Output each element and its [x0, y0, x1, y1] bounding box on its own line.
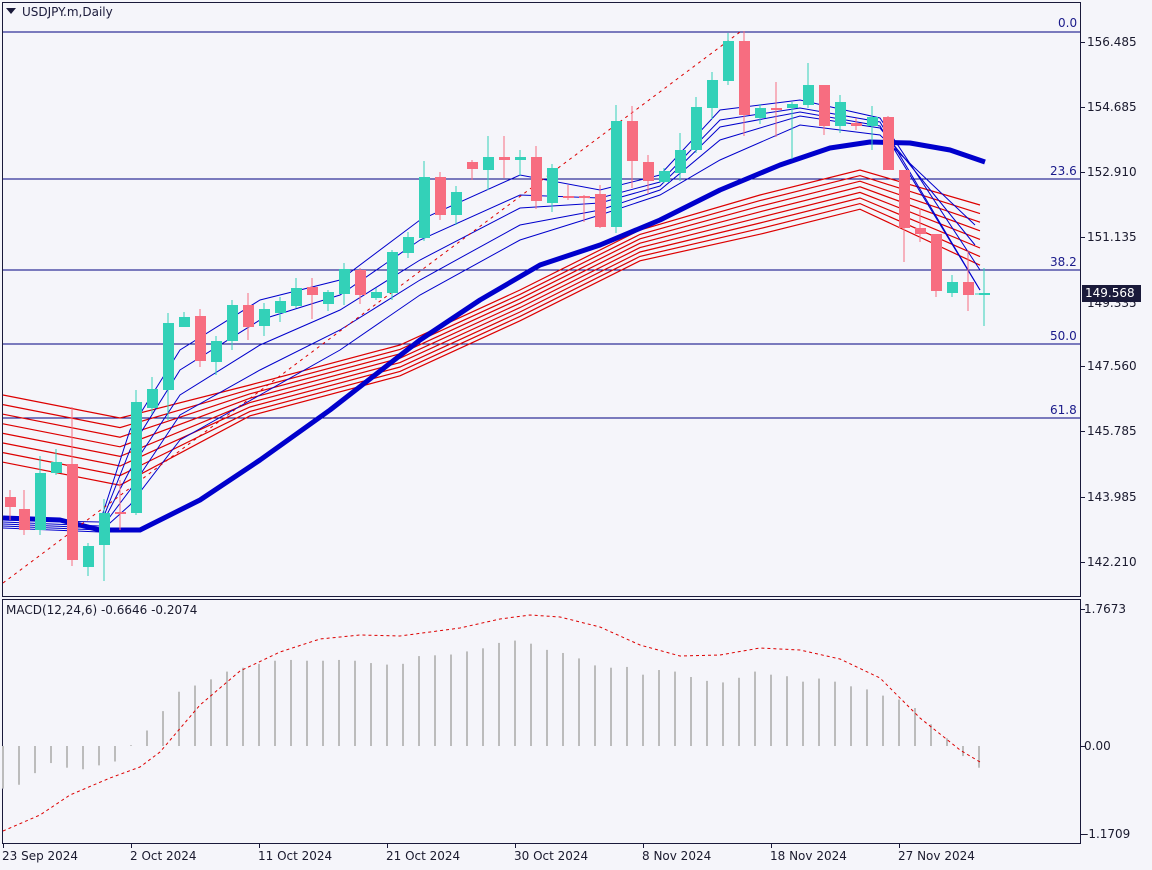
price-chart-panel[interactable] [2, 2, 1081, 597]
date-label: 27 Nov 2024 [898, 849, 975, 863]
date-label: 18 Nov 2024 [770, 849, 847, 863]
macd-title: MACD(12,24,6) -0.6646 -0.2074 [6, 603, 198, 617]
fib-label-38-2: 38.2 [1050, 255, 1077, 269]
price-tick: 156.485 [1087, 35, 1137, 49]
price-tick: 152.910 [1087, 165, 1137, 179]
price-tick: 154.685 [1087, 100, 1137, 114]
date-label: 11 Oct 2024 [258, 849, 333, 863]
price-tick: 145.785 [1087, 424, 1137, 438]
chart-title: USDJPY.m,Daily [6, 5, 113, 19]
fib-label-50: 50.0 [1050, 329, 1077, 343]
macd-panel[interactable] [2, 599, 1081, 844]
collapse-triangle-icon[interactable] [6, 7, 16, 14]
date-label: 8 Nov 2024 [642, 849, 712, 863]
price-tick: 143.985 [1087, 490, 1137, 504]
macd-tick: 1.7673 [1084, 602, 1126, 616]
fib-label-0: 0.0 [1058, 16, 1078, 30]
date-label: 23 Sep 2024 [2, 849, 79, 863]
price-tick: 147.560 [1087, 359, 1137, 373]
macd-tick: -1.1709 [1084, 827, 1131, 841]
current-price-tag: 149.568 [1082, 285, 1141, 302]
date-label: 21 Oct 2024 [386, 849, 461, 863]
date-label: 30 Oct 2024 [514, 849, 589, 863]
price-tick: 142.210 [1087, 555, 1137, 569]
macd-tick: 0.00 [1084, 739, 1111, 753]
price-tick: 151.135 [1087, 230, 1137, 244]
fib-label-23-6: 23.6 [1050, 164, 1077, 178]
fib-label-61-8: 61.8 [1050, 403, 1077, 417]
date-label: 2 Oct 2024 [130, 849, 197, 863]
